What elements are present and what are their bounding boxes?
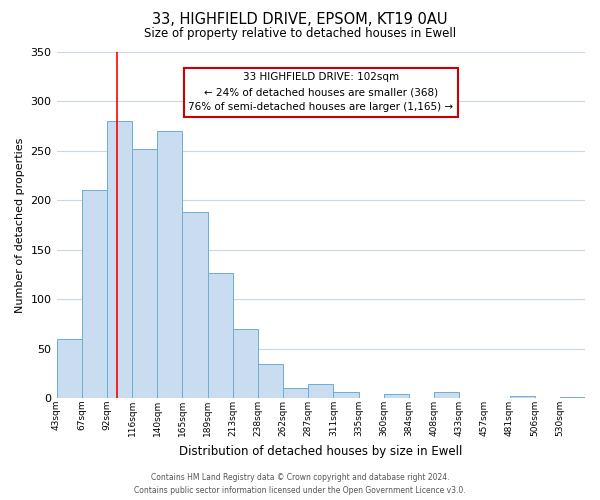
Bar xyxy=(56,339,82,398)
Bar xyxy=(208,272,233,398)
Text: 33, HIGHFIELD DRIVE, EPSOM, KT19 0AU: 33, HIGHFIELD DRIVE, EPSOM, KT19 0AU xyxy=(152,12,448,28)
Bar xyxy=(283,388,308,398)
Text: 33 HIGHFIELD DRIVE: 102sqm
← 24% of detached houses are smaller (368)
76% of sem: 33 HIGHFIELD DRIVE: 102sqm ← 24% of deta… xyxy=(188,72,454,112)
Bar xyxy=(82,190,107,398)
Y-axis label: Number of detached properties: Number of detached properties xyxy=(15,138,25,312)
Bar xyxy=(334,392,359,398)
X-axis label: Distribution of detached houses by size in Ewell: Distribution of detached houses by size … xyxy=(179,444,463,458)
Text: Contains HM Land Registry data © Crown copyright and database right 2024.
Contai: Contains HM Land Registry data © Crown c… xyxy=(134,474,466,495)
Bar xyxy=(383,394,409,398)
Bar xyxy=(233,329,258,398)
Bar xyxy=(107,121,132,398)
Bar xyxy=(509,396,535,398)
Bar xyxy=(157,131,182,398)
Bar xyxy=(258,364,283,398)
Text: Size of property relative to detached houses in Ewell: Size of property relative to detached ho… xyxy=(144,28,456,40)
Bar xyxy=(182,212,208,398)
Bar xyxy=(434,392,459,398)
Bar xyxy=(308,384,334,398)
Bar xyxy=(132,148,157,398)
